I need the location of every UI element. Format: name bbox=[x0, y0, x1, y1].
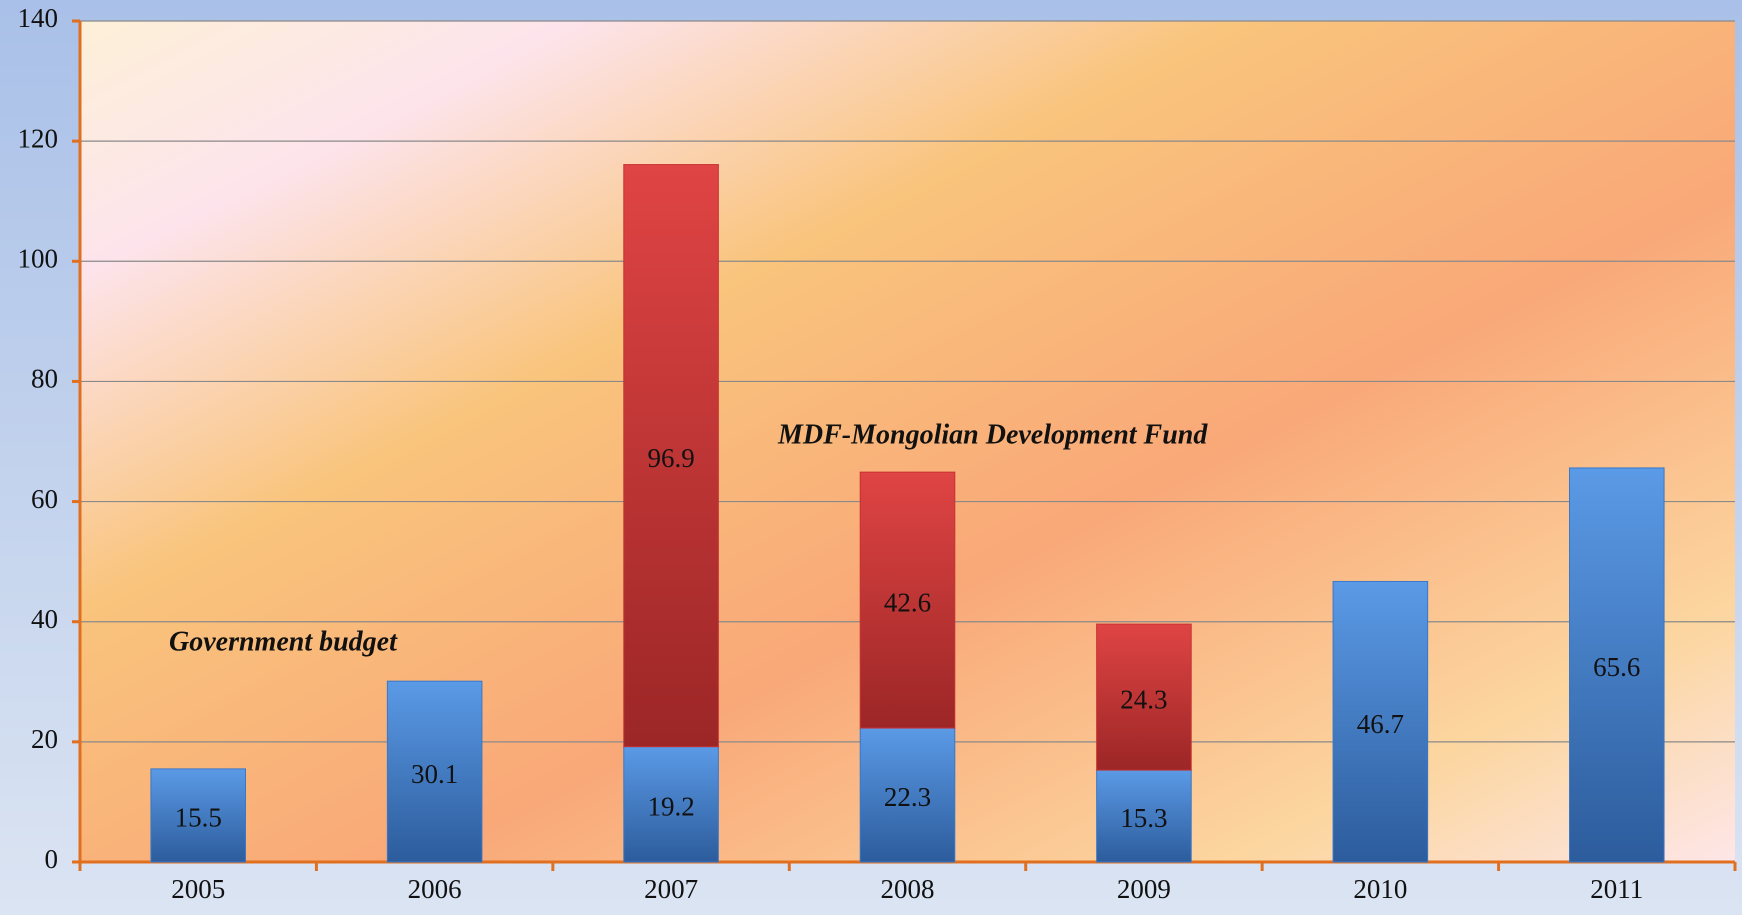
y-tick-label: 20 bbox=[31, 724, 58, 754]
bar bbox=[150, 768, 246, 863]
bar bbox=[386, 680, 483, 863]
bar bbox=[623, 746, 719, 863]
y-tick-label: 40 bbox=[31, 604, 58, 634]
bar bbox=[1096, 769, 1192, 863]
bar bbox=[623, 164, 719, 748]
x-tick-label: 2010 bbox=[1353, 874, 1407, 904]
y-tick-label: 80 bbox=[31, 364, 58, 394]
data-label: 30.1 bbox=[411, 759, 458, 789]
data-label: 65.6 bbox=[1593, 652, 1640, 682]
bar bbox=[859, 727, 956, 863]
bar bbox=[859, 471, 956, 729]
x-tick-label: 2006 bbox=[408, 874, 462, 904]
x-tick-label: 2007 bbox=[644, 874, 698, 904]
data-label: 19.2 bbox=[647, 792, 694, 822]
series-label: Government budget bbox=[169, 626, 398, 657]
y-tick-label: 120 bbox=[18, 123, 59, 153]
data-label: 96.9 bbox=[647, 443, 694, 473]
bar bbox=[1569, 467, 1665, 863]
y-tick-label: 60 bbox=[31, 484, 58, 514]
x-tick-label: 2008 bbox=[881, 874, 935, 904]
data-label: 15.5 bbox=[175, 803, 222, 833]
data-label: 24.3 bbox=[1120, 684, 1167, 714]
x-tick-label: 2009 bbox=[1117, 874, 1171, 904]
x-tick-label: 2011 bbox=[1590, 874, 1643, 904]
data-label: 42.6 bbox=[884, 587, 931, 617]
data-label: 15.3 bbox=[1120, 803, 1167, 833]
series-label: MDF-Mongolian Development Fund bbox=[777, 419, 1208, 450]
data-label: 22.3 bbox=[884, 782, 931, 812]
x-tick-label: 2005 bbox=[171, 874, 225, 904]
data-label: 46.7 bbox=[1357, 709, 1404, 739]
y-tick-label: 140 bbox=[18, 3, 59, 33]
y-tick-label: 100 bbox=[18, 243, 59, 273]
bar bbox=[1332, 580, 1429, 863]
y-tick-label: 0 bbox=[45, 844, 59, 874]
bar bbox=[1096, 623, 1192, 771]
